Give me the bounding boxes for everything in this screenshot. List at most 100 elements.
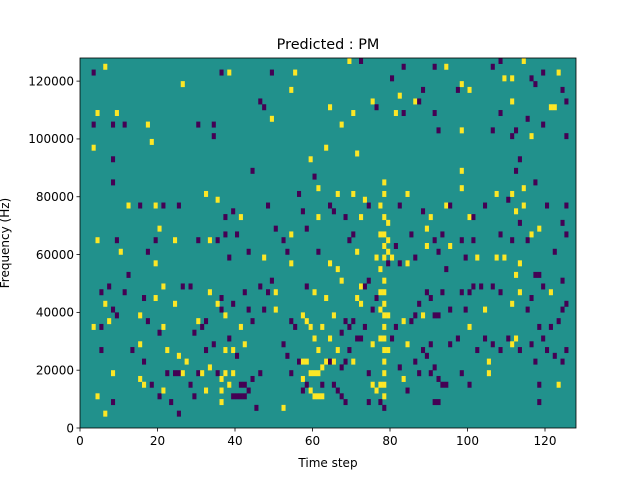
heatmap-cell [223, 312, 228, 319]
heatmap-cell [165, 347, 170, 354]
heatmap-cell [382, 312, 387, 319]
heatmap-cell [490, 127, 495, 134]
heatmap-cell [324, 144, 329, 151]
heatmap-cell [184, 358, 189, 365]
heatmap-cell [560, 86, 565, 93]
heatmap-cell [145, 248, 150, 255]
heatmap-cell [211, 341, 216, 348]
heatmap-cell [304, 381, 309, 388]
heatmap-cell [161, 283, 166, 290]
heatmap-cell [378, 399, 383, 406]
heatmap-cell [424, 225, 429, 232]
heatmap-cell [471, 237, 476, 244]
heatmap-cell [424, 289, 429, 296]
heatmap-cell [207, 364, 212, 371]
x-tick-label: 120 [534, 434, 557, 448]
heatmap-cell [486, 370, 491, 377]
heatmap-cell [401, 375, 406, 382]
heatmap-cell [138, 375, 143, 382]
heatmap-cell [424, 352, 429, 359]
heatmap-cell [448, 243, 453, 249]
heatmap-cell [339, 329, 344, 336]
heatmap-cell [541, 335, 546, 342]
heatmap-cell [506, 335, 511, 342]
heatmap-cell [328, 260, 333, 267]
heatmap-cell [316, 214, 321, 221]
heatmap-cell [432, 63, 437, 70]
heatmap-cell [382, 323, 387, 330]
heatmap-cell [432, 237, 437, 244]
heatmap-cell [517, 347, 522, 354]
heatmap-cell [312, 393, 317, 400]
heatmap-cell [176, 202, 181, 209]
heatmap-cell [169, 399, 174, 406]
heatmap-cell [145, 318, 150, 325]
heatmap-cell [316, 185, 321, 192]
heatmap-cell [359, 58, 364, 64]
heatmap-cell [517, 156, 522, 163]
heatmap-cell [258, 370, 263, 377]
heatmap-cell [428, 214, 433, 221]
heatmap-cell [510, 300, 515, 307]
heatmap-cell [316, 370, 321, 377]
heatmap-cell [176, 410, 181, 417]
heatmap-cell [382, 335, 387, 342]
heatmap-cell [483, 202, 488, 209]
heatmap-cell [289, 231, 294, 238]
heatmap-cell [122, 289, 127, 296]
heatmap-cell [223, 347, 228, 354]
heatmap-cell [459, 167, 464, 174]
heatmap-cell [223, 370, 228, 377]
heatmap-cell [114, 237, 119, 244]
heatmap-cell [235, 231, 240, 238]
heatmap-cell [111, 179, 116, 186]
heatmap-cell [91, 144, 96, 151]
heatmap-cell [417, 98, 422, 105]
heatmap-cell [281, 341, 286, 348]
heatmap-cell [293, 323, 298, 330]
heatmap-cell [552, 248, 557, 255]
heatmap-cell [192, 393, 197, 400]
heatmap-cell [525, 115, 530, 122]
heatmap-cell [498, 58, 503, 64]
heatmap-cell [428, 295, 433, 302]
heatmap-cell [157, 225, 162, 232]
heatmap-cell [111, 399, 116, 406]
y-tick-label: 40000 [36, 306, 74, 320]
heatmap-cell [564, 202, 569, 209]
heatmap-cell [192, 329, 197, 336]
heatmap-cell [196, 318, 201, 325]
heatmap-cell [215, 300, 220, 307]
heatmap-cell [153, 237, 158, 244]
heatmap-cell [382, 381, 387, 388]
y-axis-label: Frequency (Hz) [0, 198, 12, 289]
heatmap-cell [339, 277, 344, 284]
heatmap-cell [231, 347, 236, 354]
heatmap-cell [382, 370, 387, 377]
heatmap-cell [281, 237, 286, 244]
heatmap-cell [440, 231, 445, 238]
heatmap-cell [347, 58, 352, 64]
heatmap-cell [459, 289, 464, 296]
heatmap-cell [196, 121, 201, 128]
y-tick-label: 60000 [36, 248, 74, 262]
heatmap-cell [560, 219, 565, 226]
heatmap-cell [246, 387, 251, 394]
heatmap-cell [138, 312, 143, 319]
heatmap-cell [359, 300, 364, 307]
heatmap-cell [556, 69, 561, 76]
heatmap-cells [91, 58, 569, 417]
heatmap-cell [250, 375, 255, 382]
heatmap-cell [328, 104, 333, 111]
heatmap-cell [498, 289, 503, 296]
heatmap-cell [545, 347, 550, 354]
heatmap-cell [215, 196, 220, 203]
heatmap-cell [273, 289, 278, 296]
heatmap-cell [107, 283, 112, 290]
heatmap-cell [173, 370, 178, 377]
heatmap-cell [173, 300, 178, 307]
heatmap-cell [335, 347, 340, 354]
heatmap-cell [312, 335, 317, 342]
heatmap-cell [409, 231, 414, 238]
